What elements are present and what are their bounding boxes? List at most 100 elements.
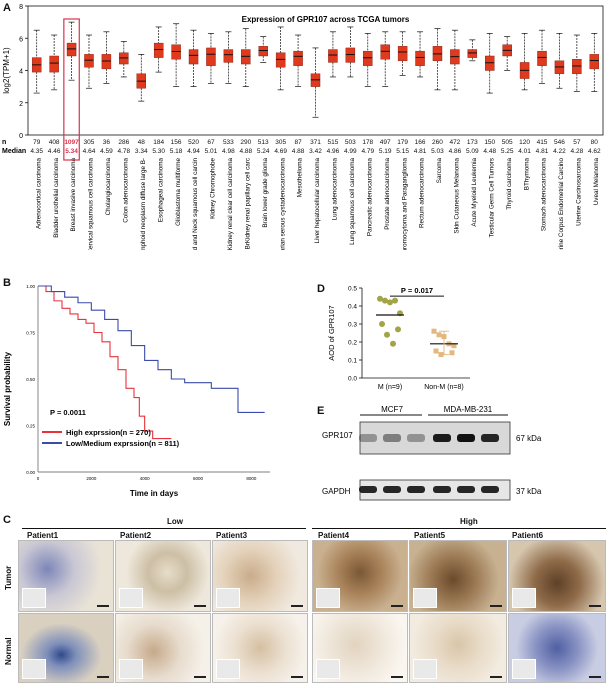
n-value: 87 (294, 139, 302, 146)
n-value: 166 (415, 139, 426, 146)
n-value: 408 (49, 139, 60, 146)
category-label: Pancreatic adenocarcinoma (366, 158, 373, 237)
median-value: 4.94 (187, 148, 200, 155)
data-point-m (392, 297, 398, 304)
box-15 (293, 50, 303, 66)
ihc-normal-patient2 (115, 613, 211, 683)
box-2 (66, 42, 77, 57)
category-label: Cervical squamous cell carcinoma (88, 158, 95, 250)
ihc-inset (316, 659, 340, 679)
scale-bar (291, 676, 303, 678)
p-value-label: P = 0.017 (401, 286, 433, 295)
x-axis-label: Time in days (130, 489, 179, 498)
n-value: 260 (432, 139, 443, 146)
data-point-m (377, 295, 383, 302)
data-point-m (379, 321, 385, 327)
median-value: 5.15 (396, 148, 409, 155)
group-high-label: High (460, 517, 478, 526)
gapdh-band (407, 486, 425, 493)
n-value: 286 (118, 139, 129, 146)
category-label: Thyroid carcinoma (506, 158, 513, 210)
box-9 (188, 49, 199, 65)
ihc-inset (216, 588, 240, 608)
x-tick-label: 4000 (140, 476, 151, 481)
box-20 (380, 44, 390, 60)
n-value: 520 (188, 139, 199, 146)
category-label: Lung squamous cell carcinoma (349, 158, 356, 245)
median-value: 4.69 (274, 148, 287, 155)
group-low-line (22, 528, 306, 529)
category-label: Sarcoma (436, 158, 443, 184)
category-label: Rectum adenocarcinoma (419, 158, 426, 228)
gpr107-band (407, 434, 425, 442)
ihc-inset (119, 659, 143, 679)
median-value: 5.30 (152, 148, 165, 155)
panel-e-western-blot: MCF7 MDA-MB-231 GPR107 67 kDa GAPDH 37 k… (322, 405, 542, 501)
median-value: 4.81 (414, 148, 427, 155)
data-point-nonm (449, 350, 455, 356)
box-18 (345, 47, 356, 63)
category-label: Kidney renal clear cell carcinoma (227, 158, 234, 250)
scale-bar (490, 605, 502, 607)
scale-bar (490, 676, 502, 678)
ihc-tumor-patient5 (409, 540, 507, 612)
kda-37-label: 37 kDa (516, 487, 542, 496)
n-value: 305 (275, 139, 286, 146)
n-value: 290 (240, 139, 251, 146)
ihc-inset (512, 588, 536, 608)
ihc-tumor-patient3 (212, 540, 308, 612)
ihc-normal-patient6 (508, 613, 606, 683)
y-tick-label: 0 (19, 133, 23, 140)
n-value: 178 (362, 139, 373, 146)
median-value: 4.35 (30, 148, 43, 155)
gpr107-band (433, 434, 451, 442)
patient-1-label: Patient1 (27, 531, 59, 540)
ihc-inset (216, 659, 240, 679)
median-value: 5.09 (466, 148, 479, 155)
band-gapdh-label: GAPDH (322, 487, 351, 496)
n-value: 533 (223, 139, 234, 146)
highlight-box (63, 18, 80, 161)
box-4 (101, 54, 112, 70)
median-value: 4.22 (553, 148, 566, 155)
p-value-label: P = 0.0011 (50, 408, 86, 417)
box-22 (415, 50, 425, 66)
ihc-inset (22, 588, 46, 608)
scale-bar (194, 605, 206, 607)
data-point-m (390, 340, 396, 347)
y-tick-label: 0.75 (26, 331, 35, 336)
median-value: 4.01 (518, 148, 531, 155)
category-label: Mesothelioma (297, 158, 304, 198)
category-label: Bladder urothelial carcinoma (53, 158, 60, 238)
ihc-inset (512, 659, 536, 679)
y-tick-label: 6 (19, 36, 23, 43)
category-label: Pheochromocytoma and Paraganglioma (401, 158, 408, 250)
box-3 (84, 54, 94, 68)
median-value: 4.86 (449, 148, 462, 155)
median-value: 4.81 (536, 148, 549, 155)
median-value: 4.59 (100, 148, 113, 155)
y-axis-label: AOD of GPR107 (327, 305, 336, 360)
group-low-label: Low (167, 517, 183, 526)
box-10 (206, 47, 216, 66)
ihc-inset (22, 659, 46, 679)
category-label: Stomach adenocarcinoma (541, 158, 548, 232)
y-tick-label: 0.1 (348, 358, 357, 365)
gapdh-band (383, 486, 401, 493)
y-tick-label: 1.00 (26, 284, 35, 289)
n-value: 371 (310, 139, 321, 146)
y-tick-label: 0.0 (348, 376, 357, 383)
panel-c-letter: C (3, 514, 11, 526)
median-value: 5.18 (170, 148, 183, 155)
median-value: 5.03 (431, 148, 444, 155)
cell-line-mcf7: MCF7 (381, 405, 403, 414)
category-label: Brain lower grade glioma (262, 158, 269, 228)
band-gpr107-label: GPR107 (322, 431, 353, 440)
category-label: BrKidney renal papillary cell carc (244, 158, 251, 249)
patient-2-label: Patient2 (120, 531, 152, 540)
category-label: Ovarian serous cystadenocarcinoma (279, 158, 286, 250)
kda-67-label: 67 kDa (516, 434, 542, 443)
category-label: BThymoma (523, 158, 530, 191)
y-tick-label: 8 (19, 4, 23, 11)
median-value: 4.98 (222, 148, 235, 155)
